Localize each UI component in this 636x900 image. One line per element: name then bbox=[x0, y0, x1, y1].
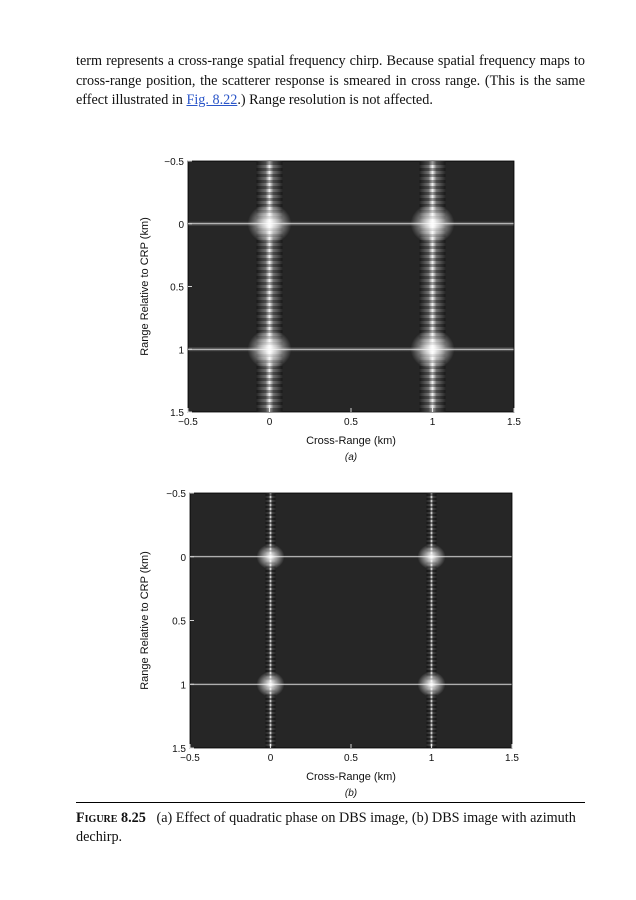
paragraph-text-end: .) Range resolution is not affected. bbox=[237, 92, 433, 108]
x-axis-label: Cross-Range (km) bbox=[306, 435, 396, 447]
panel-label: (b) bbox=[345, 788, 357, 799]
figure-link[interactable]: Fig. 8.22 bbox=[186, 92, 238, 108]
scatterer-peak bbox=[256, 671, 285, 697]
y-axis-label: Range Relative to CRP (km) bbox=[139, 217, 151, 356]
smear-band-texture bbox=[265, 493, 276, 748]
x-tick-label: 0.5 bbox=[344, 753, 358, 764]
y-tick-label: −0.5 bbox=[166, 489, 186, 500]
y-tick-label: 0.5 bbox=[172, 617, 186, 628]
plot-background bbox=[190, 493, 512, 748]
smear-band-texture bbox=[426, 493, 437, 748]
response-image bbox=[188, 161, 514, 412]
range-line bbox=[190, 682, 512, 686]
y-tick-label: 1 bbox=[178, 345, 184, 356]
x-tick-label: −0.5 bbox=[180, 753, 200, 764]
scatterer-peak bbox=[247, 203, 292, 244]
x-tick-label: −0.5 bbox=[178, 417, 198, 428]
x-tick-label: 0.5 bbox=[344, 417, 358, 428]
figure-caption: Figure 8.25 (a) Effect of quadratic phas… bbox=[76, 802, 585, 847]
body-paragraph: term represents a cross-range spatial fr… bbox=[76, 52, 585, 111]
y-axis-label: Range Relative to CRP (km) bbox=[139, 551, 151, 690]
scatterer-peak bbox=[417, 544, 446, 570]
scatterer-peak bbox=[256, 544, 285, 570]
panel-label: (a) bbox=[345, 452, 357, 463]
plot-background bbox=[188, 161, 514, 412]
x-tick-label: 1 bbox=[430, 417, 436, 428]
scatterer-peak bbox=[247, 329, 292, 370]
x-tick-label: 1.5 bbox=[505, 753, 519, 764]
y-tick-label: 0 bbox=[180, 553, 186, 564]
y-tick-label: 0 bbox=[178, 220, 184, 231]
y-tick-label: 0.5 bbox=[170, 283, 184, 294]
scatterer-peak bbox=[410, 203, 455, 244]
smear-band-texture bbox=[419, 161, 446, 412]
range-line bbox=[190, 555, 512, 559]
caption-text: (a) Effect of quadratic phase on DBS ima… bbox=[76, 810, 576, 845]
x-axis-label: Cross-Range (km) bbox=[306, 771, 396, 783]
smear-band-texture bbox=[256, 161, 283, 412]
scatterer-peak bbox=[417, 671, 446, 697]
scatterer-peak bbox=[410, 329, 455, 370]
y-tick-label: 1.5 bbox=[170, 408, 184, 419]
y-tick-label: 1.5 bbox=[172, 744, 186, 755]
caption-number: Figure 8.25 bbox=[76, 810, 146, 826]
x-tick-label: 0 bbox=[267, 417, 273, 428]
x-tick-label: 1 bbox=[429, 753, 435, 764]
range-line bbox=[188, 346, 514, 352]
x-tick-label: 1.5 bbox=[507, 417, 521, 428]
paragraph-text-start: term represents a cross-range spatial fr… bbox=[76, 53, 585, 108]
response-image bbox=[190, 493, 512, 748]
y-tick-label: 1 bbox=[180, 680, 186, 691]
x-tick-label: 0 bbox=[268, 753, 274, 764]
y-tick-label: −0.5 bbox=[164, 157, 184, 168]
range-line bbox=[188, 221, 514, 227]
